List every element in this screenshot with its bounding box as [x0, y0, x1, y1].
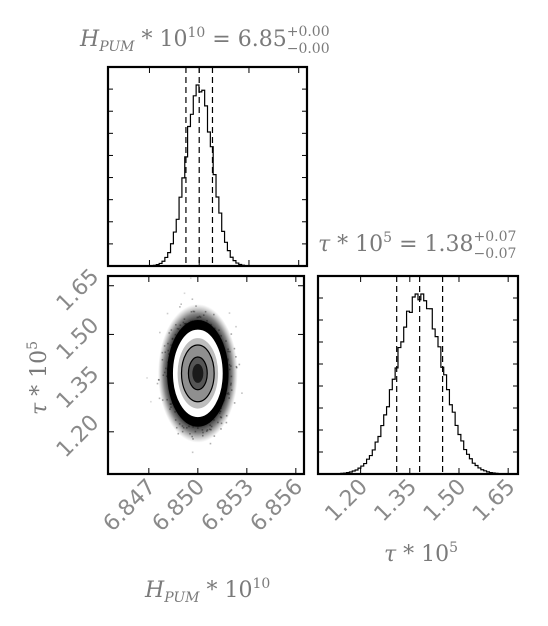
- scatter-point: [183, 292, 186, 295]
- hpum-tick-label: 6.850: [148, 475, 210, 537]
- tau-y-tick-label: 1.65: [52, 264, 104, 316]
- scatter-point: [146, 377, 148, 379]
- hpum-tick-label: 6.847: [99, 475, 161, 537]
- contour-core: [192, 363, 204, 383]
- scatter-point: [179, 306, 181, 308]
- scatter-point: [225, 421, 228, 424]
- tau-y-axis-label: τ * 105: [25, 341, 52, 415]
- scatter-point: [158, 397, 161, 400]
- tau-y-tick-label: 1.20: [52, 410, 104, 462]
- scatter-point: [166, 312, 169, 315]
- scatter-point: [241, 392, 243, 394]
- scatter-point: [209, 442, 212, 445]
- tau-y-tick-label: 1.50: [52, 313, 104, 365]
- tau-y-tick-label: 1.35: [52, 362, 104, 414]
- hpum-x-axis-label: HPUM * 1010: [144, 576, 270, 606]
- tau-histogram-line: [318, 293, 518, 475]
- hpum-frame: [106, 65, 309, 268]
- tau-x-axis-label: τ * 105: [384, 540, 458, 567]
- scatter-point: [180, 303, 182, 305]
- hpum-histogram-panel: [106, 65, 309, 268]
- scatter-point: [230, 333, 233, 335]
- tau-frame: [316, 274, 520, 476]
- tau-x-tick-label: 1.20: [321, 475, 373, 527]
- scatter-point: [156, 382, 159, 385]
- tau-y-tick-labels: 1.201.351.501.65: [52, 264, 104, 462]
- hpum-histogram-line: [108, 84, 307, 267]
- tau-title: τ * 105 = 1.38+0.07 −0.07: [318, 229, 516, 262]
- tau-histogram-panel: [316, 274, 520, 476]
- tau-x-tick-label: 1.50: [419, 475, 471, 527]
- scatter-point: [159, 331, 161, 334]
- scatter-point: [150, 400, 152, 403]
- scatter-point: [233, 402, 236, 404]
- tau-x-tick-labels: 1.201.351.501.65: [321, 475, 521, 527]
- joint-frame: [106, 274, 306, 476]
- scatter-point: [235, 325, 237, 328]
- hpum-title: HPUM * 1010 = 6.85+0.00 −0.00: [79, 24, 330, 57]
- hpum-tick-label: 6.856: [246, 475, 308, 537]
- scatter-point: [191, 298, 194, 301]
- scatter-point: [189, 277, 192, 280]
- tau-x-tick-label: 1.65: [468, 475, 520, 527]
- hpum-tick-label: 6.853: [197, 475, 259, 537]
- scatter-point: [191, 451, 194, 454]
- tau-x-tick-label: 1.35: [370, 475, 422, 527]
- joint-scatter-panel: [106, 274, 306, 476]
- scatter-point: [238, 363, 241, 366]
- scatter-point: [228, 312, 231, 314]
